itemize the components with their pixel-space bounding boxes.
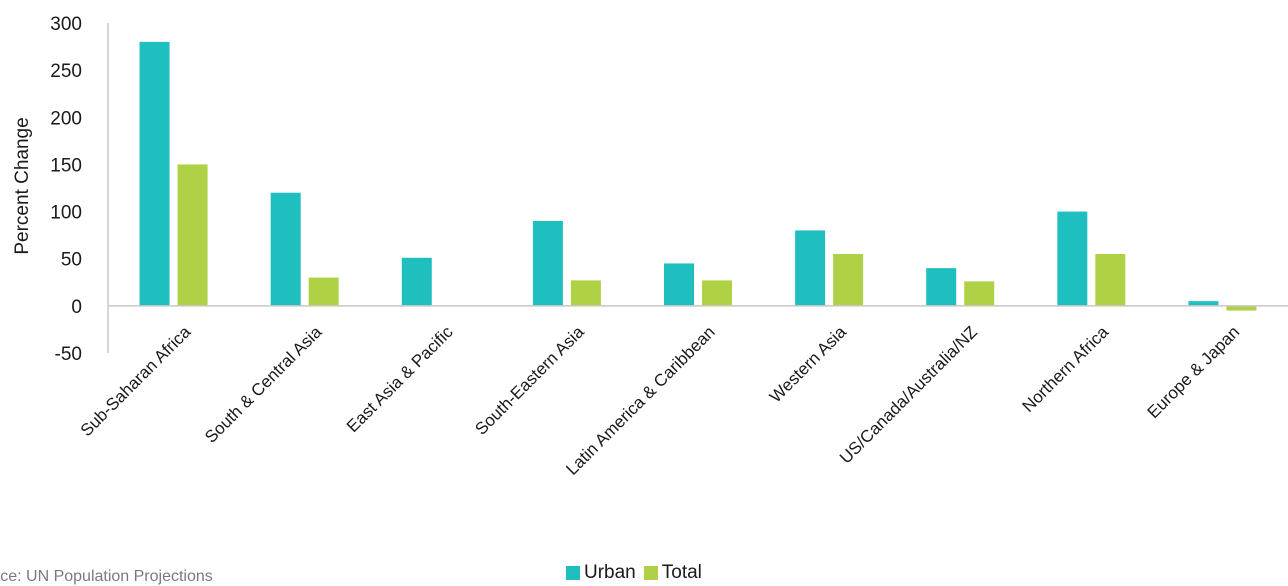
bar-urban xyxy=(401,257,432,306)
legend-item-total: Total xyxy=(643,562,702,584)
x-axis: Sub-Saharan Africa South & Central Asia Ea… xyxy=(77,322,1244,479)
bar-urban xyxy=(139,41,170,306)
x-tick-label: East Asia & Pacific xyxy=(343,322,457,436)
bar-total xyxy=(1095,254,1126,306)
x-tick-label: US/Canada/Australia/NZ xyxy=(836,322,981,467)
bar-urban xyxy=(664,263,694,306)
legend-label-total: Total xyxy=(661,562,702,583)
x-tick-label: Western Asia xyxy=(766,322,850,406)
y-tick-label: 50 xyxy=(61,250,82,271)
bar-urban xyxy=(532,221,563,306)
y-tick-label: 200 xyxy=(50,108,82,129)
bar-urban xyxy=(1057,211,1088,306)
x-tick-label: Sub-Saharan Africa xyxy=(77,322,195,440)
bar-group xyxy=(139,41,1257,311)
x-tick-label: South-Eastern Asia xyxy=(471,322,588,439)
y-tick-label: -50 xyxy=(55,344,82,365)
y-axis-title: Percent Change xyxy=(12,117,33,254)
bar-total xyxy=(702,280,732,306)
bar-urban xyxy=(795,230,826,306)
y-axis: 300 250 200 150 100 50 0 -50 xyxy=(50,14,82,365)
y-tick-label: 150 xyxy=(50,155,82,176)
bar-total xyxy=(964,281,995,306)
legend: Urban Total xyxy=(566,562,710,584)
y-tick-label: 0 xyxy=(71,297,82,318)
bar-total xyxy=(1226,305,1257,311)
legend-item-urban: Urban xyxy=(566,562,636,584)
bar-total xyxy=(308,277,339,306)
legend-swatch-total xyxy=(643,566,658,580)
bar-urban xyxy=(1188,301,1219,306)
y-tick-label: 300 xyxy=(50,14,82,35)
source-note: urce: UN Population Projections xyxy=(0,568,213,585)
x-tick-label: Latin America & Caribbean xyxy=(562,322,718,478)
x-tick-label: South & Central Asia xyxy=(201,322,326,447)
legend-swatch-urban xyxy=(566,566,580,580)
bar-total xyxy=(177,164,208,306)
bar-total xyxy=(570,280,601,306)
y-tick-label: 100 xyxy=(50,203,82,224)
bar-urban xyxy=(926,268,957,306)
y-tick-label: 250 xyxy=(50,61,82,82)
legend-label-urban: Urban xyxy=(584,562,636,583)
x-tick-label: Europe & Japan xyxy=(1144,322,1244,422)
bar-total xyxy=(833,254,864,306)
x-tick-label: Northern Africa xyxy=(1019,322,1113,416)
bar-urban xyxy=(270,192,301,306)
